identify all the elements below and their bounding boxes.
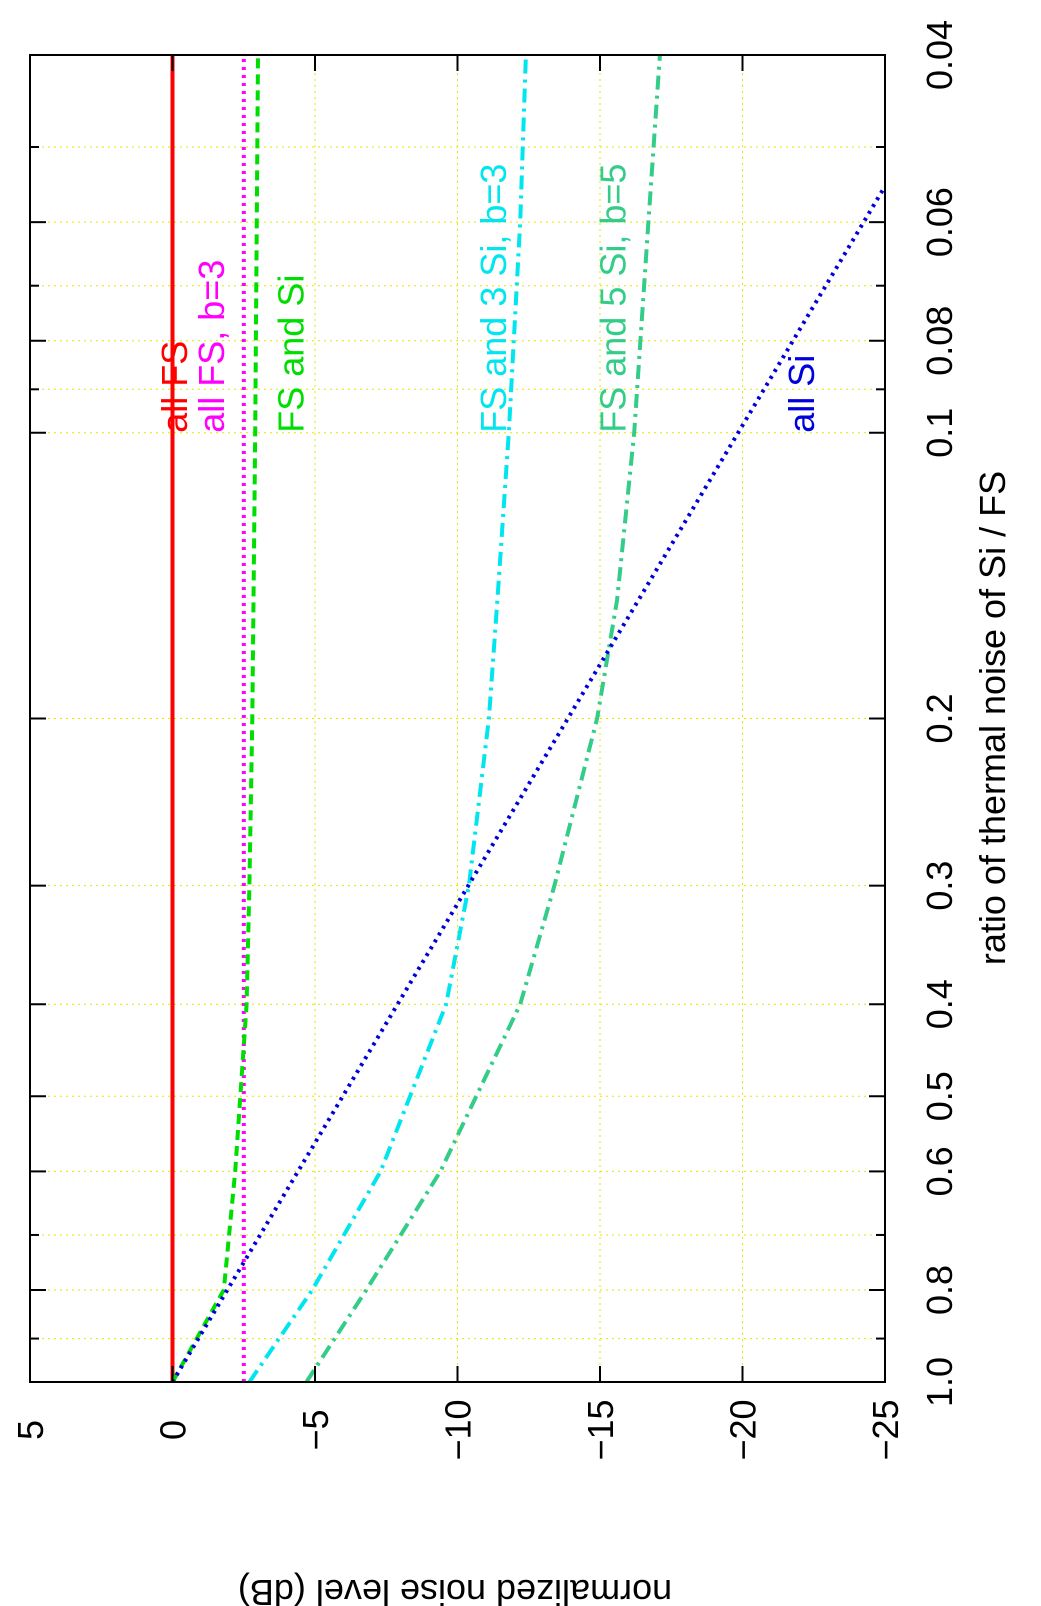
y-tick-label: −10 [438,1399,479,1460]
x-tick-label: 0.5 [919,1071,960,1121]
series-line-fs-and-si [170,54,260,1383]
x-tick-label: 0.1 [919,408,960,458]
y-tick-label: −5 [295,1409,336,1450]
series-lines [170,54,887,1384]
x-tick-label: 1.0 [919,1357,960,1407]
x-tick-label: 0.3 [919,861,960,911]
x-tick-label: 0.08 [919,306,960,376]
x-tick-label: 0.6 [919,1146,960,1196]
series-label-fs-and-3-si-b-3: FS and 3 Si, b=3 [473,164,514,433]
y-tick-label: 5 [10,1420,51,1440]
y-tick-label: 0 [153,1420,194,1440]
grid-lines [30,55,885,1382]
x-tick-label: 0.06 [919,187,960,257]
x-tick-label: 0.4 [919,979,960,1029]
series-label-fs-and-si: FS and Si [271,275,312,433]
tick-labels: 5 0 −5 −10 −15 −20 −25 1.0 0.8 0.6 0.5 0.4 0.3 0.2 0.1… [10,20,960,1461]
y-tick-label: −15 [580,1399,621,1460]
y-axis-title: normalized noise level (dB) [238,1572,672,1606]
x-tick-label: 0.2 [919,693,960,743]
axis-ticks [29,54,886,1383]
x-axis-title: ratio of thermal noise of Si / FS [972,471,1013,965]
x-tick-label: 0.8 [919,1265,960,1315]
series-label-fs-and-5-si-b-5: FS and 5 Si, b=5 [593,164,634,433]
series-label-all-fs: all FS [154,341,195,433]
y-tick-label: −20 [723,1399,764,1460]
series-label-all-fs-b-3: all FS, b=3 [191,260,232,433]
x-tick-label: 0.04 [919,20,960,90]
series-line-fs-and-5-si-b-5 [304,54,662,1384]
series-label-all-si: all Si [781,355,822,433]
y-tick-label: −25 [865,1399,906,1460]
series-line-fs-and-3-si-b-3 [247,54,528,1384]
